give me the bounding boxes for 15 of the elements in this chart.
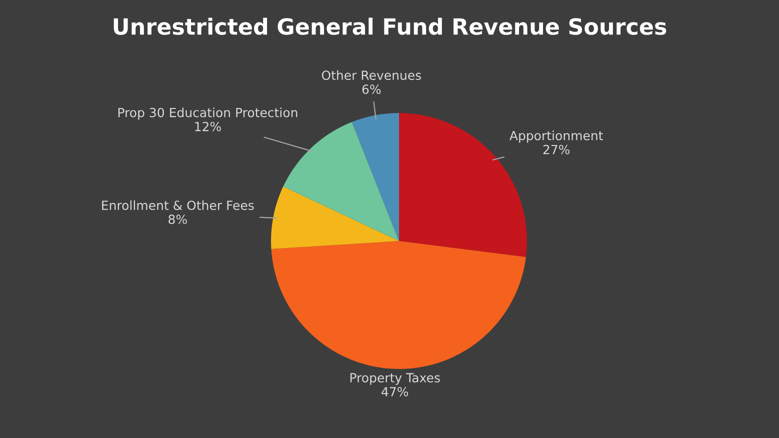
data-label: 27% bbox=[543, 144, 570, 154]
pie-slice bbox=[283, 122, 399, 241]
slice-label: Prop 30 Education Protection bbox=[118, 108, 298, 120]
data-label: 6% bbox=[362, 84, 381, 94]
slice-label: Other Revenues bbox=[322, 70, 422, 80]
slice-label: Enrollment & Other Fees bbox=[102, 200, 254, 210]
pie-slice bbox=[271, 186, 399, 250]
pie-slice bbox=[352, 113, 399, 241]
slice-label: Apportionment bbox=[510, 130, 603, 143]
data-label: 47% bbox=[382, 386, 408, 396]
slice-label: Property Taxes bbox=[350, 373, 440, 385]
data-label: 8% bbox=[168, 214, 187, 224]
chart-title: Unrestricted General Fund Revenue Sources bbox=[114, 18, 666, 35]
data-label: 12% bbox=[195, 122, 221, 132]
pie-slice bbox=[271, 241, 526, 369]
